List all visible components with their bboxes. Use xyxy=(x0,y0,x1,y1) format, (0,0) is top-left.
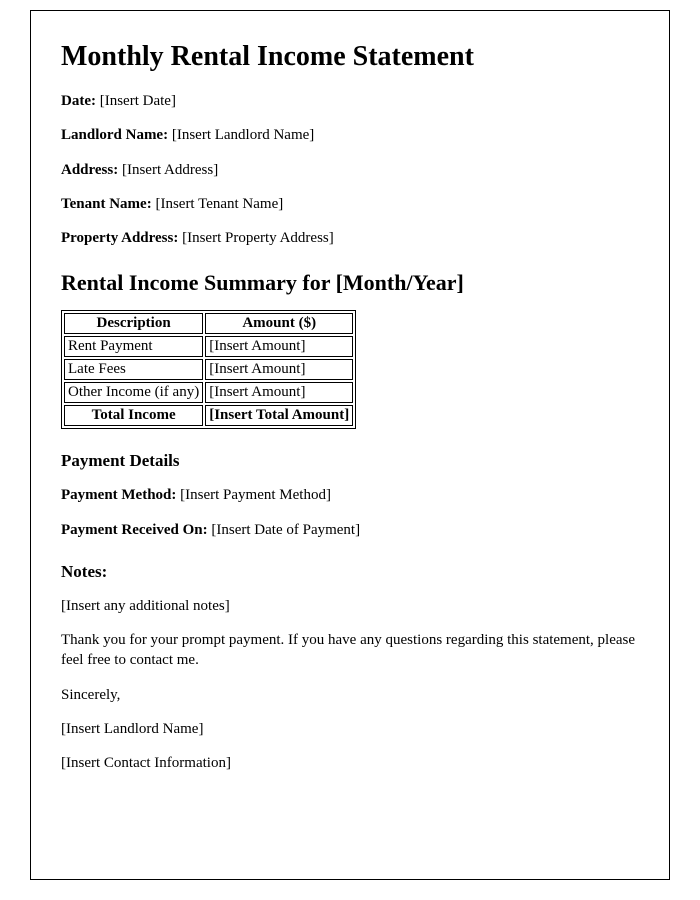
closing-text: Sincerely, xyxy=(61,685,639,705)
table-header-row: Description Amount ($) xyxy=(64,313,353,334)
thankyou-text: Thank you for your prompt payment. If yo… xyxy=(61,630,639,671)
page-title: Monthly Rental Income Statement xyxy=(61,41,639,73)
field-date: Date: [Insert Date] xyxy=(61,91,639,111)
date-label: Date: xyxy=(61,93,96,109)
summary-heading-prefix: Rental Income Summary for xyxy=(61,270,336,295)
payment-received-label: Payment Received On: xyxy=(61,522,208,538)
total-amount: [Insert Total Amount] xyxy=(205,405,353,426)
date-value: [Insert Date] xyxy=(100,93,176,109)
cell-desc: Rent Payment xyxy=(64,336,203,357)
notes-heading: Notes: xyxy=(61,562,639,582)
landlord-label: Landlord Name: xyxy=(61,127,168,143)
document-page: Monthly Rental Income Statement Date: [I… xyxy=(30,10,670,880)
field-address: Address: [Insert Address] xyxy=(61,160,639,180)
payment-method-value: [Insert Payment Method] xyxy=(180,487,331,503)
cell-desc: Other Income (if any) xyxy=(64,382,203,403)
col-description: Description xyxy=(64,313,203,334)
field-property: Property Address: [Insert Property Addre… xyxy=(61,228,639,248)
field-payment-method: Payment Method: [Insert Payment Method] xyxy=(61,485,639,505)
signature-name: [Insert Landlord Name] xyxy=(61,719,639,739)
landlord-value: [Insert Landlord Name] xyxy=(172,127,314,143)
notes-placeholder: [Insert any additional notes] xyxy=(61,596,639,616)
cell-amount: [Insert Amount] xyxy=(205,336,353,357)
contact-info: [Insert Contact Information] xyxy=(61,753,639,773)
income-table: Description Amount ($) Rent Payment [Ins… xyxy=(61,310,356,429)
table-row: Late Fees [Insert Amount] xyxy=(64,359,353,380)
payment-heading: Payment Details xyxy=(61,451,639,471)
tenant-value: [Insert Tenant Name] xyxy=(155,196,283,212)
field-payment-received: Payment Received On: [Insert Date of Pay… xyxy=(61,520,639,540)
tenant-label: Tenant Name: xyxy=(61,196,152,212)
address-label: Address: xyxy=(61,162,118,178)
summary-period: [Month/Year] xyxy=(336,270,464,295)
payment-method-label: Payment Method: xyxy=(61,487,176,503)
table-row: Rent Payment [Insert Amount] xyxy=(64,336,353,357)
field-tenant: Tenant Name: [Insert Tenant Name] xyxy=(61,194,639,214)
cell-amount: [Insert Amount] xyxy=(205,359,353,380)
property-label: Property Address: xyxy=(61,230,178,246)
total-label: Total Income xyxy=(64,405,203,426)
field-landlord: Landlord Name: [Insert Landlord Name] xyxy=(61,125,639,145)
col-amount: Amount ($) xyxy=(205,313,353,334)
cell-amount: [Insert Amount] xyxy=(205,382,353,403)
table-row: Other Income (if any) [Insert Amount] xyxy=(64,382,353,403)
table-total-row: Total Income [Insert Total Amount] xyxy=(64,405,353,426)
summary-heading: Rental Income Summary for [Month/Year] xyxy=(61,270,639,296)
payment-received-value: [Insert Date of Payment] xyxy=(211,522,360,538)
address-value: [Insert Address] xyxy=(122,162,218,178)
property-value: [Insert Property Address] xyxy=(182,230,334,246)
cell-desc: Late Fees xyxy=(64,359,203,380)
